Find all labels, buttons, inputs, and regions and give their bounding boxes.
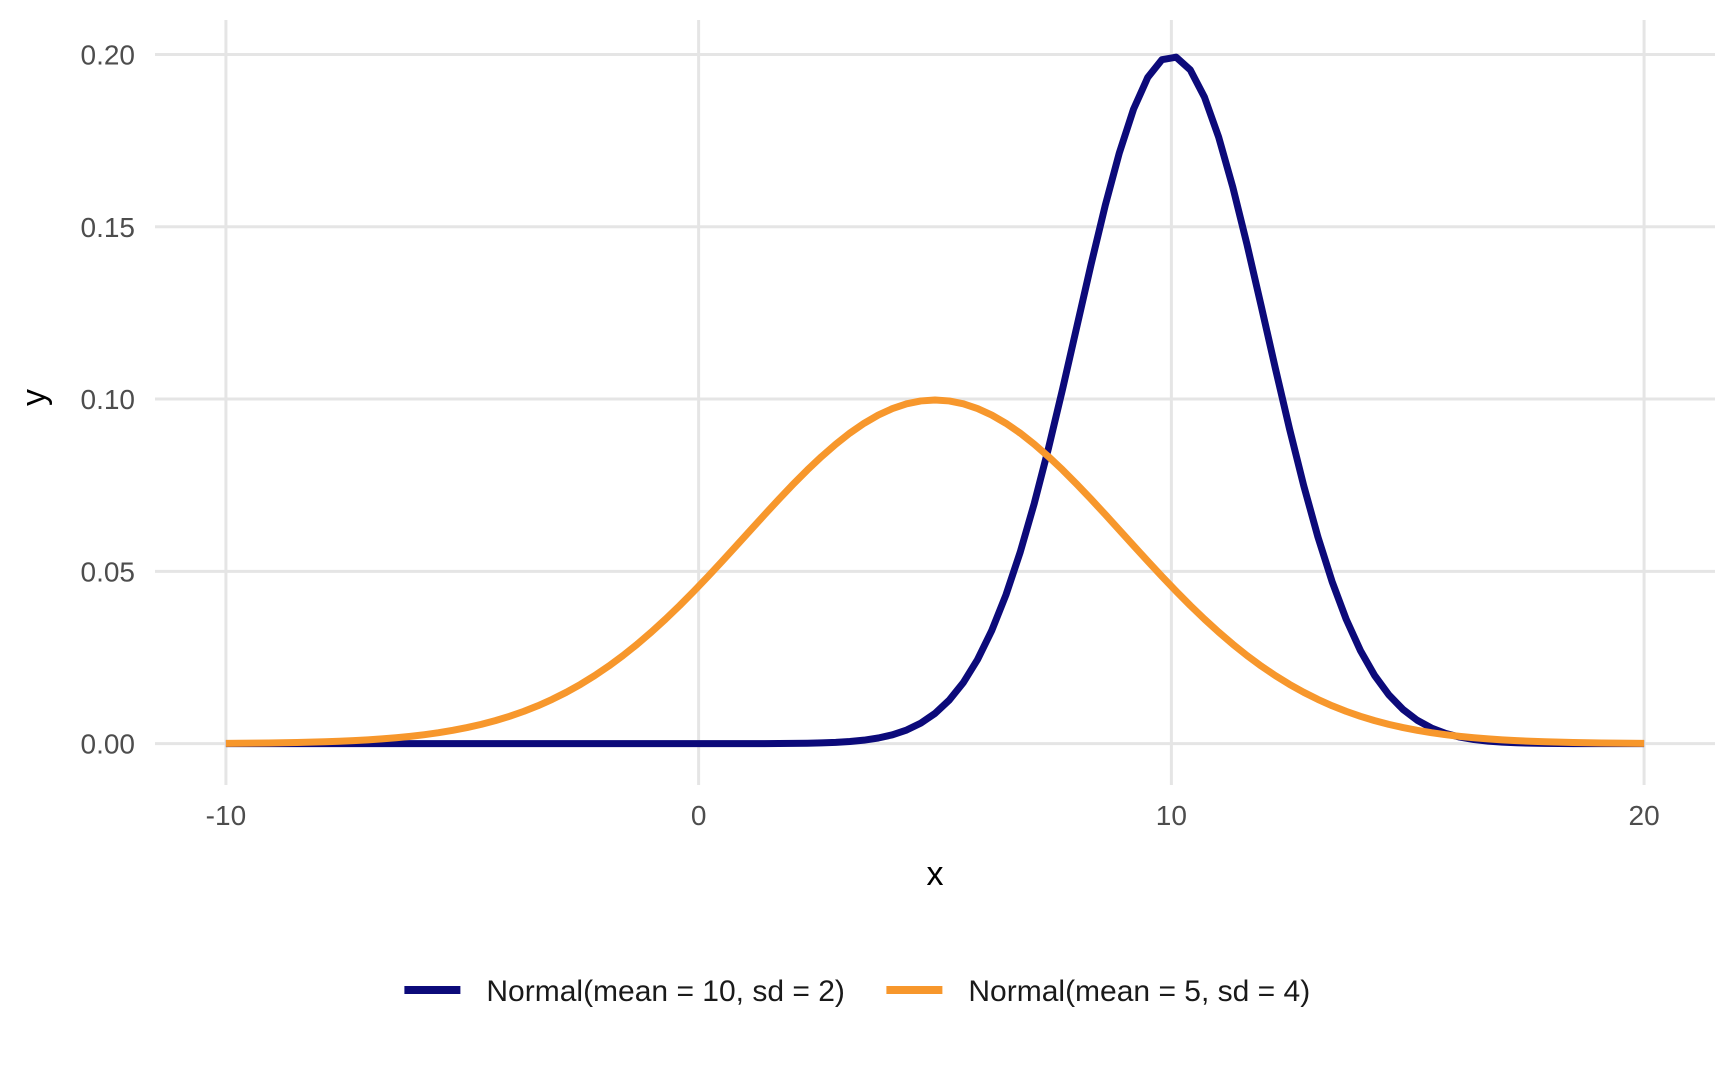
x-tick-label: 0 [691, 800, 707, 831]
y-axis-title: y [15, 389, 53, 406]
series-line-2 [225, 396, 1645, 747]
y-tick-label: 0.00 [81, 729, 136, 760]
y-tick-label: 0.05 [81, 556, 136, 587]
legend-item: Normal(mean = 5, sd = 4) [886, 975, 1310, 1008]
x-axis-title: x [927, 855, 944, 893]
x-tick-label: 10 [1156, 800, 1187, 831]
y-tick-label: 0.20 [81, 39, 136, 70]
y-tick-label: 0.10 [81, 384, 136, 415]
legend-item: Normal(mean = 10, sd = 2) [404, 975, 845, 1008]
legend-label: Normal(mean = 5, sd = 4) [968, 975, 1310, 1008]
legend-label: Normal(mean = 10, sd = 2) [486, 975, 845, 1008]
tick-layer: -10 0 10 20 0.00 0.05 0.10 0.15 0.20 [81, 39, 1660, 831]
x-tick-label: -10 [206, 800, 246, 831]
y-tick-label: 0.15 [81, 212, 136, 243]
series-layer [225, 53, 1645, 748]
legend: Normal(mean = 10, sd = 2) Normal(mean = 5… [404, 975, 1310, 1008]
x-tick-label: 20 [1629, 800, 1660, 831]
series-line-1 [225, 53, 1645, 748]
